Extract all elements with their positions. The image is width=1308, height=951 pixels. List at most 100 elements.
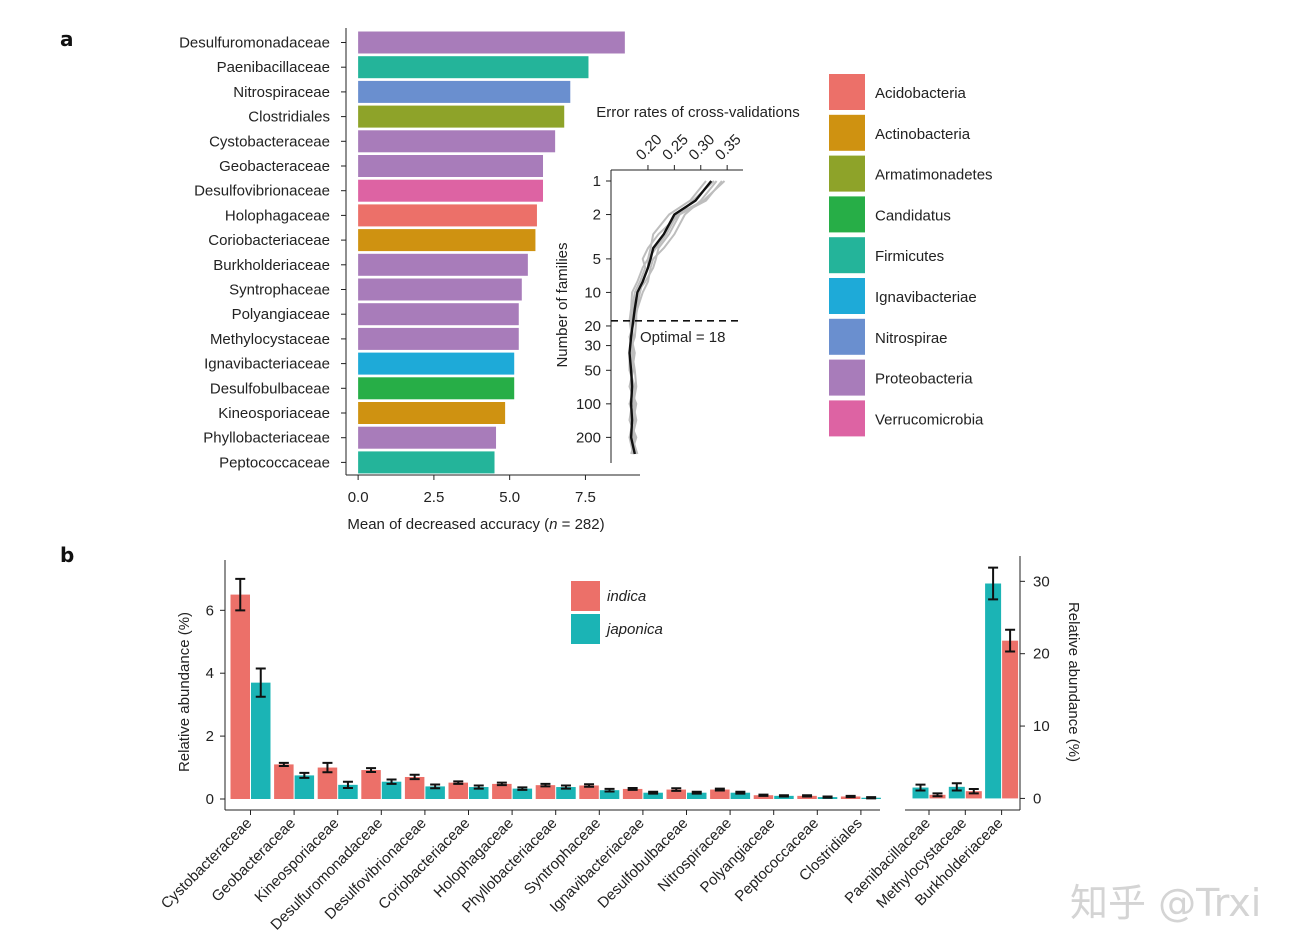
error-bar-indica	[366, 767, 377, 773]
left-y-tick-label: 4	[206, 665, 214, 682]
error-bar-japonica	[735, 790, 746, 795]
legend-swatch-indica	[571, 581, 600, 611]
bar-indica-ignavibacteriaceae	[622, 788, 643, 799]
bar-ignavibacteriaceae	[358, 352, 515, 375]
bar-peptococcaceae	[358, 451, 495, 474]
bar-burkholderiaceae	[358, 253, 528, 276]
bar-syntrophaceae	[358, 278, 522, 301]
error-bar-japonica	[915, 783, 926, 792]
left-y-tick-label: 0	[206, 791, 214, 808]
phylum-legend: Acidobacteria Actinobacteria Armatimonadet…	[829, 74, 993, 437]
legend-label-indica: indica	[607, 588, 646, 605]
cross-validation-inset: 0.200.250.300.35 1 2 5 10 20 30 50 100 200	[576, 131, 745, 463]
inset-y-tick-label: 100	[576, 396, 601, 413]
mean-error-line	[628, 180, 713, 455]
inset-y-tick-label: 50	[584, 362, 601, 379]
error-bar-indica	[278, 761, 289, 767]
inset-y-tick-label: 5	[593, 251, 601, 268]
error-bar-indica	[802, 794, 813, 798]
bar-indica-phyllobacteriaceae	[535, 785, 556, 799]
bar-indica-holophagaceae	[492, 783, 512, 799]
error-bar-japonica	[951, 782, 962, 792]
bar-japonica-desulfuromonadaceae	[381, 781, 402, 799]
error-bar-indica	[671, 787, 682, 792]
legend-swatch-actinobacteria	[829, 114, 865, 151]
legend-label-armatimonadetes: Armatimonadetes	[875, 167, 993, 184]
cv-error-line-cv4	[628, 180, 726, 455]
bar-japonica-nitrospiraceae	[730, 792, 751, 799]
y-tick-label: Geobacteraceae	[219, 158, 330, 175]
y-tick-label: Phyllobacteriaceae	[203, 430, 330, 447]
inset-title: Error rates of cross-validations	[596, 104, 799, 121]
bar-indica-coriobacteriaceae	[448, 782, 468, 799]
y-tick-label: Holophagaceae	[225, 207, 330, 224]
bar-japonica-cystobacteraceae	[251, 682, 271, 799]
error-bar-indica	[496, 781, 507, 787]
bar-japonica-geobacteraceae	[294, 775, 315, 799]
bar-japonica-coriobacteriaceae	[469, 787, 489, 799]
error-bar-indica	[453, 780, 464, 785]
legend-label-verrucomicrobia: Verrucomicrobia	[875, 411, 984, 428]
abundance-chart-right: 0102030PaenibacillaceaeMethylocystaceaeB…	[842, 556, 1050, 912]
inset-x-tick-label: 0.20	[633, 131, 666, 164]
error-bar-indica	[584, 783, 595, 788]
error-bar-japonica	[255, 667, 266, 698]
left-y-tick-label: 6	[206, 602, 214, 619]
bar-indica-desulfobulbaceae	[666, 789, 686, 799]
inset-y-tick-label: 1	[593, 173, 601, 190]
bar-clostridiales	[358, 105, 565, 128]
bar-indica-burkholderiaceae	[1002, 640, 1019, 799]
legend-label-acidobacteria: Acidobacteria	[875, 85, 967, 102]
error-bar-japonica	[342, 780, 353, 789]
bar-japonica-burkholderiaceae	[985, 583, 1002, 799]
bar-japonica-methylocystaceae	[948, 786, 965, 799]
feature-importance-chart: Desulfuromonadaceae Paenibacillaceae Nitro…	[179, 28, 640, 506]
bar-indica-kineosporiaceae	[317, 767, 338, 799]
bar-japonica-desulfobulbaceae	[687, 792, 707, 799]
legend-swatch-nitrospirae	[829, 318, 865, 355]
error-bar-japonica	[430, 783, 441, 790]
cv-error-line-cv2	[628, 180, 718, 455]
right-y-axis-title: Relative abundance (%)	[1065, 602, 1082, 762]
legend-swatch-armatimonadetes	[829, 155, 865, 192]
legend-label-actinobacteria: Actinobacteria	[875, 126, 971, 143]
error-bar-japonica	[517, 786, 528, 791]
y-tick-label: Coriobacteriaceae	[208, 232, 330, 249]
left-y-tick-label: 2	[206, 728, 214, 745]
error-bar-japonica	[648, 790, 659, 795]
bar-nitrospiraceae	[358, 80, 571, 103]
bar-coriobacteriaceae	[358, 229, 536, 252]
bar-holophagaceae	[358, 204, 537, 227]
bar-indica-polyangiaceae	[753, 795, 774, 799]
legend-swatch-acidobacteria	[829, 74, 865, 110]
bar-indica-methylocystaceae	[965, 791, 982, 799]
y-tick-label: Desulfobulbaceae	[210, 380, 330, 397]
legend-label-candidatus: Candidatus	[875, 207, 951, 224]
inset-x-tick-label: 0.25	[659, 131, 692, 164]
error-bar-japonica	[473, 784, 484, 790]
error-bar-indica	[1005, 628, 1016, 653]
inset-y-axis-title: Number of families	[554, 242, 571, 367]
bar-indica-nitrospiraceae	[710, 789, 730, 799]
bar-indica-geobacteraceae	[274, 764, 294, 799]
y-tick-label: Peptococcaceae	[219, 454, 330, 471]
error-bar-indica	[627, 786, 638, 791]
x-tick-label: 7.5	[575, 489, 596, 506]
right-y-tick-label: 20	[1033, 646, 1050, 663]
bar-polyangiaceae	[358, 303, 519, 326]
y-tick-label: Desulfovibrionaceae	[194, 183, 330, 200]
inset-x-tick-label: 0.30	[686, 131, 719, 164]
error-bar-japonica	[822, 795, 833, 799]
y-tick-label: Cystobacteraceae	[209, 133, 330, 150]
bar-desulfobulbaceae	[358, 377, 515, 400]
y-tick-label: Methylocystaceae	[210, 331, 330, 348]
error-bar-indica	[540, 782, 551, 788]
panel-a-label: a	[60, 27, 74, 51]
right-y-tick-label: 0	[1033, 790, 1041, 807]
bar-cystobacteraceae	[358, 130, 556, 153]
x-tick-label: Syntrophaceae	[521, 815, 604, 898]
error-bar-indica	[932, 792, 943, 798]
bar-phyllobacteriaceae	[358, 426, 497, 449]
y-tick-label: Kineosporiaceae	[218, 405, 330, 422]
